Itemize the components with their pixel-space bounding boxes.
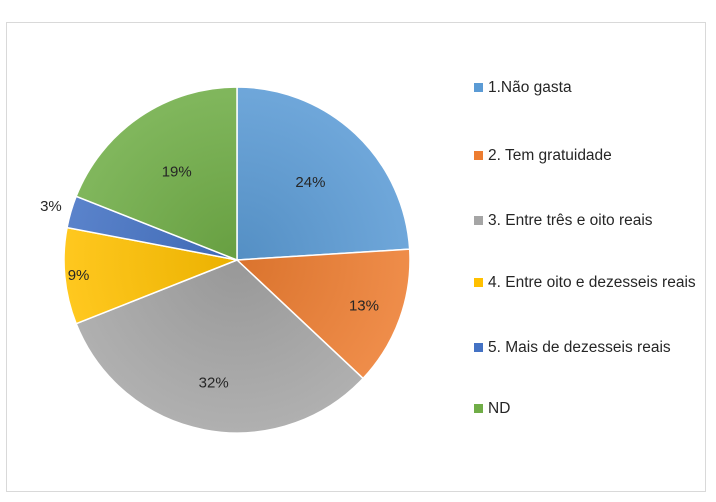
legend-item-2: 2. Tem gratuidade (474, 146, 703, 166)
pie-data-labels: 24% 13% 32% 9% 3% 19% (40, 163, 379, 391)
legend-swatch (474, 216, 483, 225)
legend-label: 1.Não gasta (488, 79, 572, 96)
legend-label: 4. Entre oito e dezesseis reais (488, 274, 696, 291)
legend-item-6: ND (474, 399, 703, 419)
legend-swatch (474, 83, 483, 92)
pie-data-label-3: 32% (199, 374, 229, 391)
pie-slice-6 (75, 86, 238, 262)
pie-data-label-6: 19% (162, 163, 192, 180)
legend-label: 5. Mais de dezesseis reais (488, 339, 671, 356)
legend-item-4: 4. Entre oito e dezesseis reais (474, 273, 703, 293)
legend-label: 3. Entre três e oito reais (488, 212, 653, 229)
legend-item-3: 3. Entre três e oito reais (474, 211, 703, 231)
legend-swatch (474, 404, 483, 413)
legend-item-1: 1.Não gasta (474, 78, 703, 98)
pie-slice-3 (75, 259, 365, 434)
pie-data-label-4: 9% (68, 267, 90, 284)
legend-swatch (474, 151, 483, 160)
pie-slice-2 (235, 248, 411, 380)
pie-data-label-2: 13% (349, 298, 379, 315)
legend-label: ND (488, 400, 511, 417)
pie-slice-1 (236, 86, 411, 261)
legend-swatch (474, 278, 483, 287)
pie-slice-4 (63, 226, 240, 325)
pie-data-label-5: 3% (40, 198, 62, 215)
legend-label: 2. Tem gratuidade (488, 147, 612, 164)
pie-slices (63, 86, 411, 434)
legend-item-5: 5. Mais de dezesseis reais (474, 338, 703, 358)
pie-data-label-1: 24% (295, 174, 325, 191)
legend-swatch (474, 343, 483, 352)
